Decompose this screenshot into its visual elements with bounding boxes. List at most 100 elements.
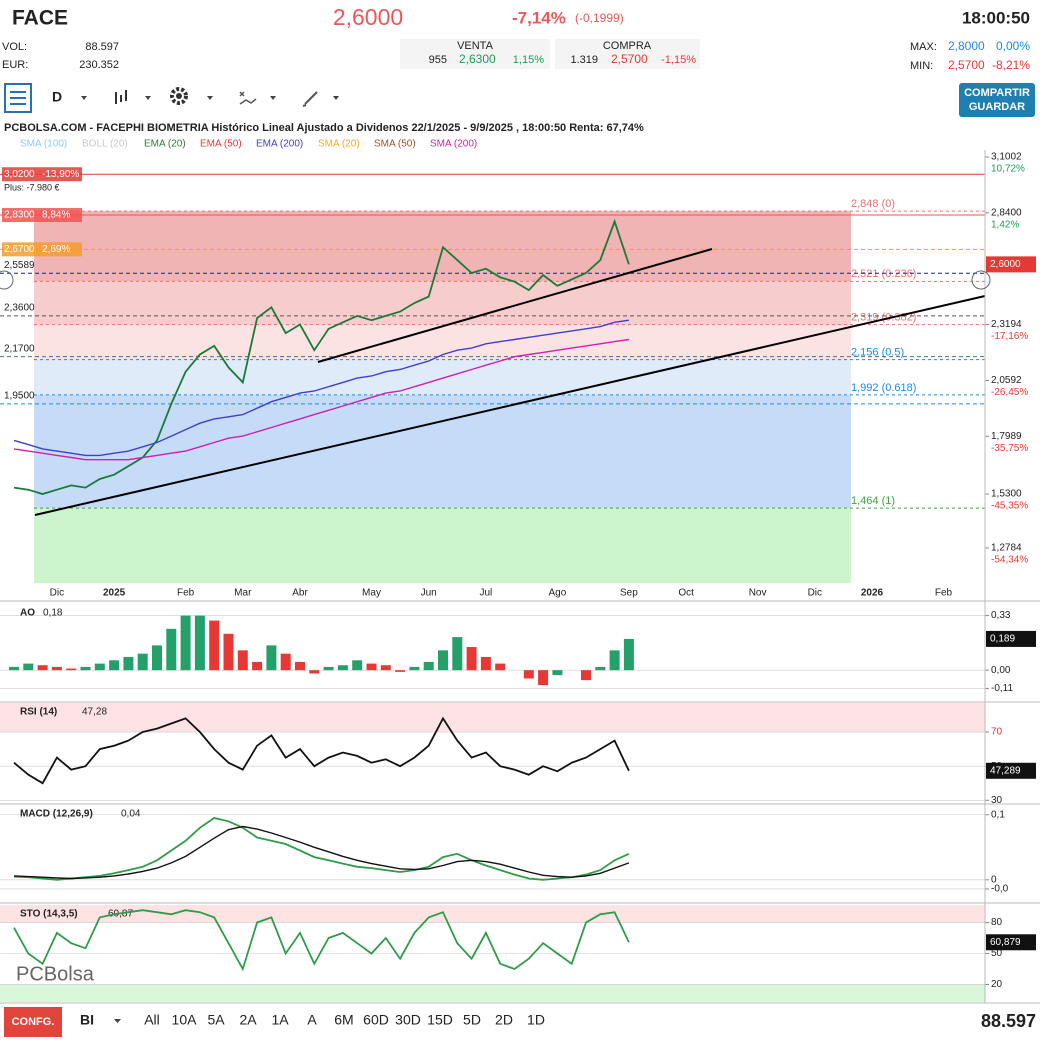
oversold-zone xyxy=(0,984,985,1002)
range-button[interactable]: 1A xyxy=(271,1012,289,1028)
range-button[interactable]: 6M xyxy=(334,1012,353,1028)
cursor-marker xyxy=(971,270,991,290)
current-box xyxy=(986,256,1036,273)
range-button[interactable]: 30D xyxy=(395,1012,421,1028)
current-label: 60,879 xyxy=(990,937,1021,948)
x-tick-label: Nov xyxy=(749,588,767,599)
bar xyxy=(595,666,606,671)
bar xyxy=(166,628,177,671)
range-button[interactable]: 1D xyxy=(527,1012,545,1028)
bar xyxy=(37,665,48,671)
level-note: 8,84% xyxy=(42,210,70,221)
y-tick-label: 0 xyxy=(991,874,997,885)
y-tick-change: -17,16% xyxy=(991,331,1028,342)
fib-label: 1,992 (0.618) xyxy=(851,382,916,394)
config-button[interactable] xyxy=(4,1007,62,1037)
x-tick-label: Oct xyxy=(678,588,694,599)
share-label[interactable]: COMPARTIR xyxy=(964,87,1030,99)
y-tick-label: 0,1 xyxy=(991,809,1005,820)
level-box xyxy=(2,208,82,223)
y-tick-label: 50 xyxy=(991,948,1003,959)
panel-dividers xyxy=(0,150,1040,1004)
legend-entry: SMA (20) xyxy=(318,139,360,150)
x-tick-label: 2025 xyxy=(103,588,126,599)
bar xyxy=(137,653,148,671)
bar xyxy=(523,670,534,679)
settings-icon[interactable] xyxy=(170,87,188,105)
range-button[interactable]: All xyxy=(144,1012,160,1028)
panel-title: STO (14,3,5) xyxy=(20,909,78,920)
bar xyxy=(80,666,91,671)
candle-icon[interactable] xyxy=(115,90,127,104)
fib-label: 2,521 (0.236) xyxy=(851,268,916,280)
range-button[interactable]: 2D xyxy=(495,1012,513,1028)
bar xyxy=(295,661,305,671)
bar xyxy=(309,670,320,674)
vol: 88.597 xyxy=(85,41,119,53)
bar xyxy=(123,656,134,671)
y-tick-change: -54,34% xyxy=(991,555,1028,566)
bar xyxy=(623,638,634,671)
bar xyxy=(280,653,291,671)
venta-qty: 955 xyxy=(429,54,447,66)
max-label: MAX: xyxy=(910,41,937,53)
range-button[interactable]: A xyxy=(307,1012,317,1028)
bar xyxy=(66,668,77,671)
x-tick-label: 2026 xyxy=(861,588,884,599)
eur: 230.352 xyxy=(79,59,119,71)
panel-title: AO xyxy=(20,608,35,619)
fib-label: 2,848 (0) xyxy=(851,198,895,210)
bar xyxy=(9,666,19,671)
save-label[interactable]: GUARDAR xyxy=(969,101,1025,113)
x-tick-label: Dic xyxy=(50,588,64,599)
trend-lines xyxy=(34,248,986,516)
share-button[interactable] xyxy=(959,83,1035,117)
min-label: MIN: xyxy=(910,60,933,72)
x-tick-label: Jun xyxy=(421,588,437,599)
compra-pct: -1,15% xyxy=(661,54,696,66)
list-icon[interactable] xyxy=(4,83,32,113)
indicator-icon[interactable] xyxy=(239,91,257,105)
level-label: 1,9500 xyxy=(4,391,35,402)
level-label: 2,8300 xyxy=(4,210,35,221)
max: 2,8000 xyxy=(948,39,985,53)
config-label[interactable]: CONFG. xyxy=(12,1016,55,1028)
range-button[interactable]: 5A xyxy=(207,1012,225,1028)
range-button[interactable]: 10A xyxy=(172,1012,198,1028)
y-tick-label: -0,0 xyxy=(991,884,1009,895)
y-tick-label: 70 xyxy=(991,727,1003,738)
range-button[interactable]: 5D xyxy=(463,1012,481,1028)
legend-entry: SMA (200) xyxy=(430,139,477,150)
bar xyxy=(395,670,406,672)
bar xyxy=(194,615,205,671)
level-box xyxy=(2,242,82,257)
overbought-zone xyxy=(0,905,985,923)
level-label: 2,1700 xyxy=(4,343,35,354)
change-abs: (-0,1999) xyxy=(575,11,624,25)
y-tick-label: 2,3194 xyxy=(991,319,1022,330)
position-note: Plus: -7.980 € xyxy=(4,183,60,193)
x-tick-label: Jul xyxy=(480,588,493,599)
watermark: PCBolsa xyxy=(16,963,95,985)
series-line xyxy=(13,338,630,461)
compra-label: COMPRA xyxy=(603,40,652,52)
panel-title: MACD (12,26,9) xyxy=(20,809,93,820)
bar xyxy=(237,650,248,671)
x-tick-label: Dic xyxy=(808,588,822,599)
time: 18:00:50 xyxy=(962,8,1030,27)
bar xyxy=(209,620,220,671)
mode[interactable]: BI xyxy=(80,1012,94,1028)
panel-value: 0,18 xyxy=(43,608,63,619)
range-button[interactable]: 60D xyxy=(363,1012,389,1028)
bar xyxy=(51,666,62,671)
range-button[interactable]: 15D xyxy=(427,1012,453,1028)
y-tick-label: 0,33 xyxy=(991,610,1011,621)
period[interactable]: D xyxy=(52,89,62,105)
bar xyxy=(452,637,463,671)
y-tick-change: -35,75% xyxy=(991,443,1028,454)
vol-label: VOL: xyxy=(2,41,27,53)
bar xyxy=(323,666,334,671)
range-button[interactable]: 2A xyxy=(239,1012,257,1028)
draw-icon[interactable] xyxy=(302,91,318,107)
